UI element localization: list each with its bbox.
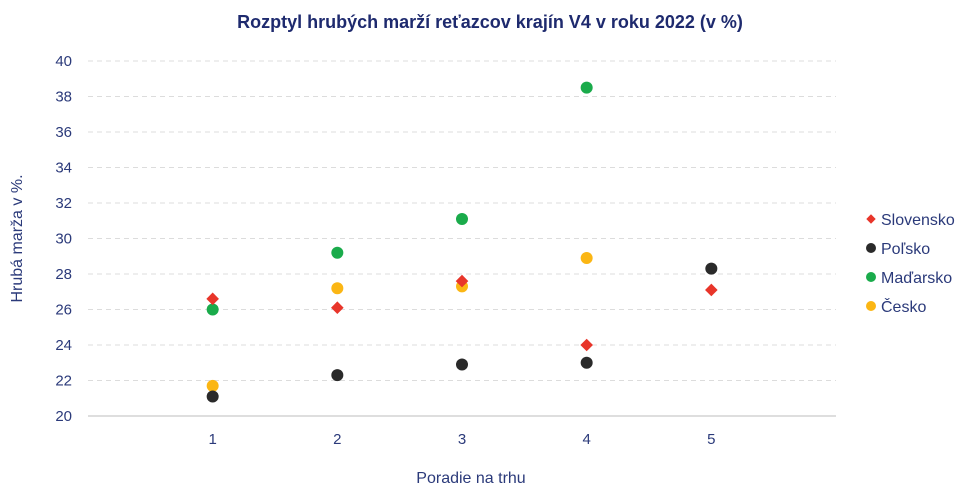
data-point-madarsko [331, 246, 344, 259]
legend-label: Slovensko [881, 212, 955, 229]
legend-label: Maďarsko [881, 270, 952, 287]
data-point-madarsko [456, 212, 468, 225]
x-axis-title: Poradie na trhu [416, 470, 525, 487]
data-point-polsko [456, 358, 468, 371]
y-tick-label: 30 [55, 231, 72, 248]
data-point-slovensko [580, 338, 593, 352]
data-points [206, 81, 718, 403]
legend-marker [866, 214, 876, 224]
data-point-polsko [206, 390, 219, 403]
data-point-cesko [206, 379, 219, 392]
legend-marker [866, 301, 876, 311]
y-tick-label: 38 [55, 89, 72, 106]
y-axis-ticks: 20 22 24 26 28 30 32 34 36 38 40 [55, 53, 72, 425]
x-tick-label: 1 [208, 431, 216, 448]
y-tick-label: 40 [55, 53, 72, 70]
y-tick-label: 34 [55, 160, 72, 177]
data-point-polsko [331, 369, 344, 382]
data-point-cesko [580, 252, 593, 265]
x-tick-label: 4 [582, 431, 590, 448]
x-tick-label: 3 [458, 431, 466, 448]
chart-title: Rozptyl hrubých marží reťazcov krajín V4… [237, 12, 743, 32]
y-tick-label: 28 [55, 266, 72, 283]
legend-marker [866, 243, 876, 253]
legend-label: Česko [881, 297, 926, 316]
data-point-slovensko [705, 283, 718, 297]
data-point-madarsko [580, 81, 593, 94]
data-point-madarsko [206, 303, 219, 316]
data-point-cesko [331, 282, 344, 295]
y-tick-label: 26 [55, 302, 72, 319]
data-point-polsko [580, 356, 593, 369]
y-tick-label: 32 [55, 195, 72, 212]
y-axis-title: Hrubá marža v %. [9, 174, 26, 302]
y-tick-label: 36 [55, 124, 72, 141]
data-point-slovensko [331, 301, 344, 315]
legend-label: Poľsko [881, 241, 930, 258]
data-point-slovensko [206, 292, 219, 306]
data-point-slovensko [455, 274, 469, 288]
x-tick-label: 2 [333, 431, 341, 448]
y-tick-label: 22 [55, 373, 72, 390]
x-tick-label: 5 [707, 431, 715, 448]
y-tick-label: 24 [55, 337, 72, 354]
legend: Slovensko Poľsko Maďarsko Česko [866, 212, 955, 316]
x-axis-ticks: 1 2 3 4 5 [208, 431, 715, 448]
data-point-polsko [705, 262, 718, 275]
legend-marker [866, 272, 876, 282]
y-tick-label: 20 [55, 408, 72, 425]
